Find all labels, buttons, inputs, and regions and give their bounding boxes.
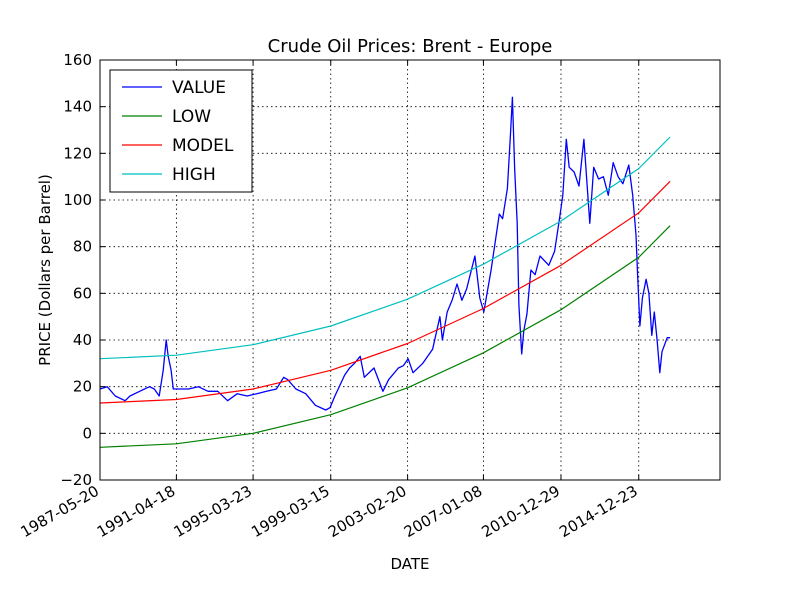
axis-ticks: [99, 59, 720, 481]
legend-label-value: VALUE: [172, 78, 226, 98]
y-tick-label: 160: [63, 51, 92, 69]
legend-box: [109, 69, 253, 193]
series-line-high: [99, 136, 671, 360]
legend-label-model: MODEL: [172, 136, 234, 156]
y-tick-label: 20: [73, 378, 92, 396]
y-tick-label: 80: [73, 238, 92, 256]
y-tick-labels: −20 0 20 40 60 80 100 120 140 160: [60, 51, 92, 489]
y-tick-label: −20: [60, 471, 92, 489]
series-line-low: [99, 225, 671, 448]
series-lines: [99, 96, 671, 448]
x-axis-label: DATE: [390, 555, 429, 573]
y-tick-label: 60: [73, 284, 92, 302]
plot-frame: [99, 59, 721, 481]
y-tick-label: 0: [82, 424, 92, 442]
series-line-model: [99, 180, 671, 404]
y-tick-label: 140: [63, 98, 92, 116]
y-tick-label: 120: [63, 144, 92, 162]
legend: VALUE LOW MODEL HIGH: [109, 69, 253, 193]
y-axis-label: PRICE (Dollars per Barrel): [36, 174, 54, 366]
series-line-value: [99, 96, 671, 411]
y-tick-label: 40: [73, 331, 92, 349]
legend-label-high: HIGH: [172, 165, 216, 185]
chart-title: Crude Oil Prices: Brent - Europe: [268, 36, 553, 57]
legend-label-low: LOW: [172, 107, 211, 127]
y-tick-label: 100: [63, 191, 92, 209]
